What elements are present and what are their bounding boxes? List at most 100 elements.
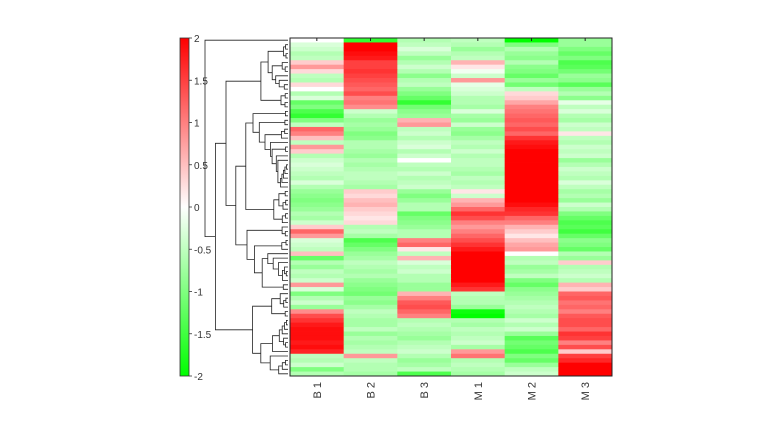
heatmap-cell — [397, 291, 452, 297]
dendrogram-branch — [278, 79, 288, 88]
heatmap-cell — [558, 64, 613, 70]
heatmap-cell — [343, 153, 398, 159]
heatmap-cell — [343, 251, 398, 257]
heatmap-cell — [451, 166, 506, 172]
heatmap-cell — [504, 140, 559, 146]
heatmap-cell — [558, 362, 613, 368]
heatmap-cell — [397, 251, 452, 257]
heatmap-cell — [397, 264, 452, 270]
heatmap-cell — [451, 335, 506, 341]
heatmap-cell — [397, 318, 452, 324]
heatmap-cell — [343, 207, 398, 212]
heatmap-cell — [451, 144, 506, 150]
heatmap-cell — [558, 86, 613, 92]
heatmap-cell — [397, 220, 452, 226]
heatmap-cell — [290, 309, 345, 315]
heatmap-cell — [558, 140, 613, 146]
heatmap-cell — [343, 113, 398, 119]
heatmap-cell — [290, 100, 345, 106]
heatmap-cell — [397, 229, 452, 235]
column-label: B 1 — [312, 382, 324, 399]
heatmap-cell — [397, 69, 452, 74]
heatmap-cell — [451, 349, 506, 355]
heatmap-cell — [343, 149, 398, 155]
dendrogram-branch — [267, 50, 284, 74]
heatmap-cell — [451, 171, 506, 177]
heatmap-cell — [343, 309, 398, 315]
heatmap-cell — [558, 371, 613, 377]
heatmap-cell — [451, 202, 506, 208]
heatmap-cell — [451, 100, 506, 106]
heatmap-cell — [558, 367, 613, 372]
heatmap-cell — [451, 322, 506, 328]
heatmap-cell — [290, 166, 345, 172]
heatmap-cell — [558, 349, 613, 355]
color-scale-tick-label: 2 — [194, 34, 200, 45]
dendrogram-branch — [204, 39, 288, 237]
heatmap-cell — [397, 153, 452, 159]
heatmap-cell — [397, 100, 452, 106]
heatmap-cell — [558, 113, 613, 119]
heatmap-cell — [558, 171, 613, 177]
dendrogram-branch — [284, 119, 288, 126]
color-scale-tick-label: 1 — [194, 119, 200, 130]
heatmap-cell — [397, 287, 452, 292]
heatmap-cell — [504, 158, 559, 163]
heatmap-cell — [343, 318, 398, 324]
heatmap-cell — [451, 251, 506, 257]
heatmap-cell — [504, 247, 559, 252]
heatmap-cell — [343, 135, 398, 141]
heatmap-cell — [343, 313, 398, 319]
heatmap-cell — [504, 166, 559, 172]
heatmap-cell — [558, 46, 613, 52]
heatmap-cell — [397, 313, 452, 319]
heatmap-cell — [451, 113, 506, 119]
dendrogram-branch — [282, 284, 288, 290]
heatmap-cell — [504, 273, 559, 279]
heatmap-cell — [558, 73, 613, 79]
heatmap-cell — [397, 202, 452, 208]
heatmap-cell — [397, 189, 452, 195]
heatmap-cell — [343, 158, 398, 163]
heatmap-cell — [397, 86, 452, 92]
heatmap-cell — [451, 238, 506, 243]
heatmap-cell — [451, 60, 506, 66]
heatmap-cell — [558, 180, 613, 186]
heatmap-cell — [451, 126, 506, 132]
heatmap-cell — [558, 202, 613, 208]
heatmap-cell — [343, 144, 398, 150]
heatmap-cell — [451, 162, 506, 168]
heatmap-cell — [397, 322, 452, 328]
heatmap-cell — [343, 269, 398, 275]
dendrogram-branch — [235, 165, 247, 246]
heatmap-cell — [558, 135, 613, 141]
heatmap-cell — [504, 100, 559, 106]
heatmap-cell — [290, 175, 345, 181]
heatmap-cell — [504, 295, 559, 301]
heatmap-cell — [343, 64, 398, 70]
heatmap-cell — [343, 371, 398, 377]
heatmap-cell — [343, 69, 398, 74]
heatmap-cell — [343, 331, 398, 337]
heatmap-cell — [397, 269, 452, 275]
heatmap-cell — [504, 309, 559, 315]
heatmap-cell — [451, 193, 506, 199]
heatmap-cell — [451, 131, 506, 137]
heatmap-cell — [397, 273, 452, 279]
heatmap-cell — [558, 91, 613, 97]
heatmap-cell — [504, 55, 559, 61]
heatmap-cell — [504, 304, 559, 310]
heatmap-cell — [397, 78, 452, 83]
heatmap-cell — [558, 42, 613, 48]
heatmap-cell — [343, 260, 398, 266]
dendrogram-branch — [260, 61, 281, 101]
heatmap-cell — [343, 189, 398, 195]
heatmap-cell — [504, 224, 559, 230]
heatmap-cell — [504, 349, 559, 355]
heatmap-cell — [504, 86, 559, 92]
heatmap-cell — [451, 55, 506, 61]
heatmap-cell — [397, 358, 452, 364]
heatmap-cell — [504, 215, 559, 221]
heatmap-cell — [397, 247, 452, 252]
heatmap-cell — [290, 46, 345, 52]
